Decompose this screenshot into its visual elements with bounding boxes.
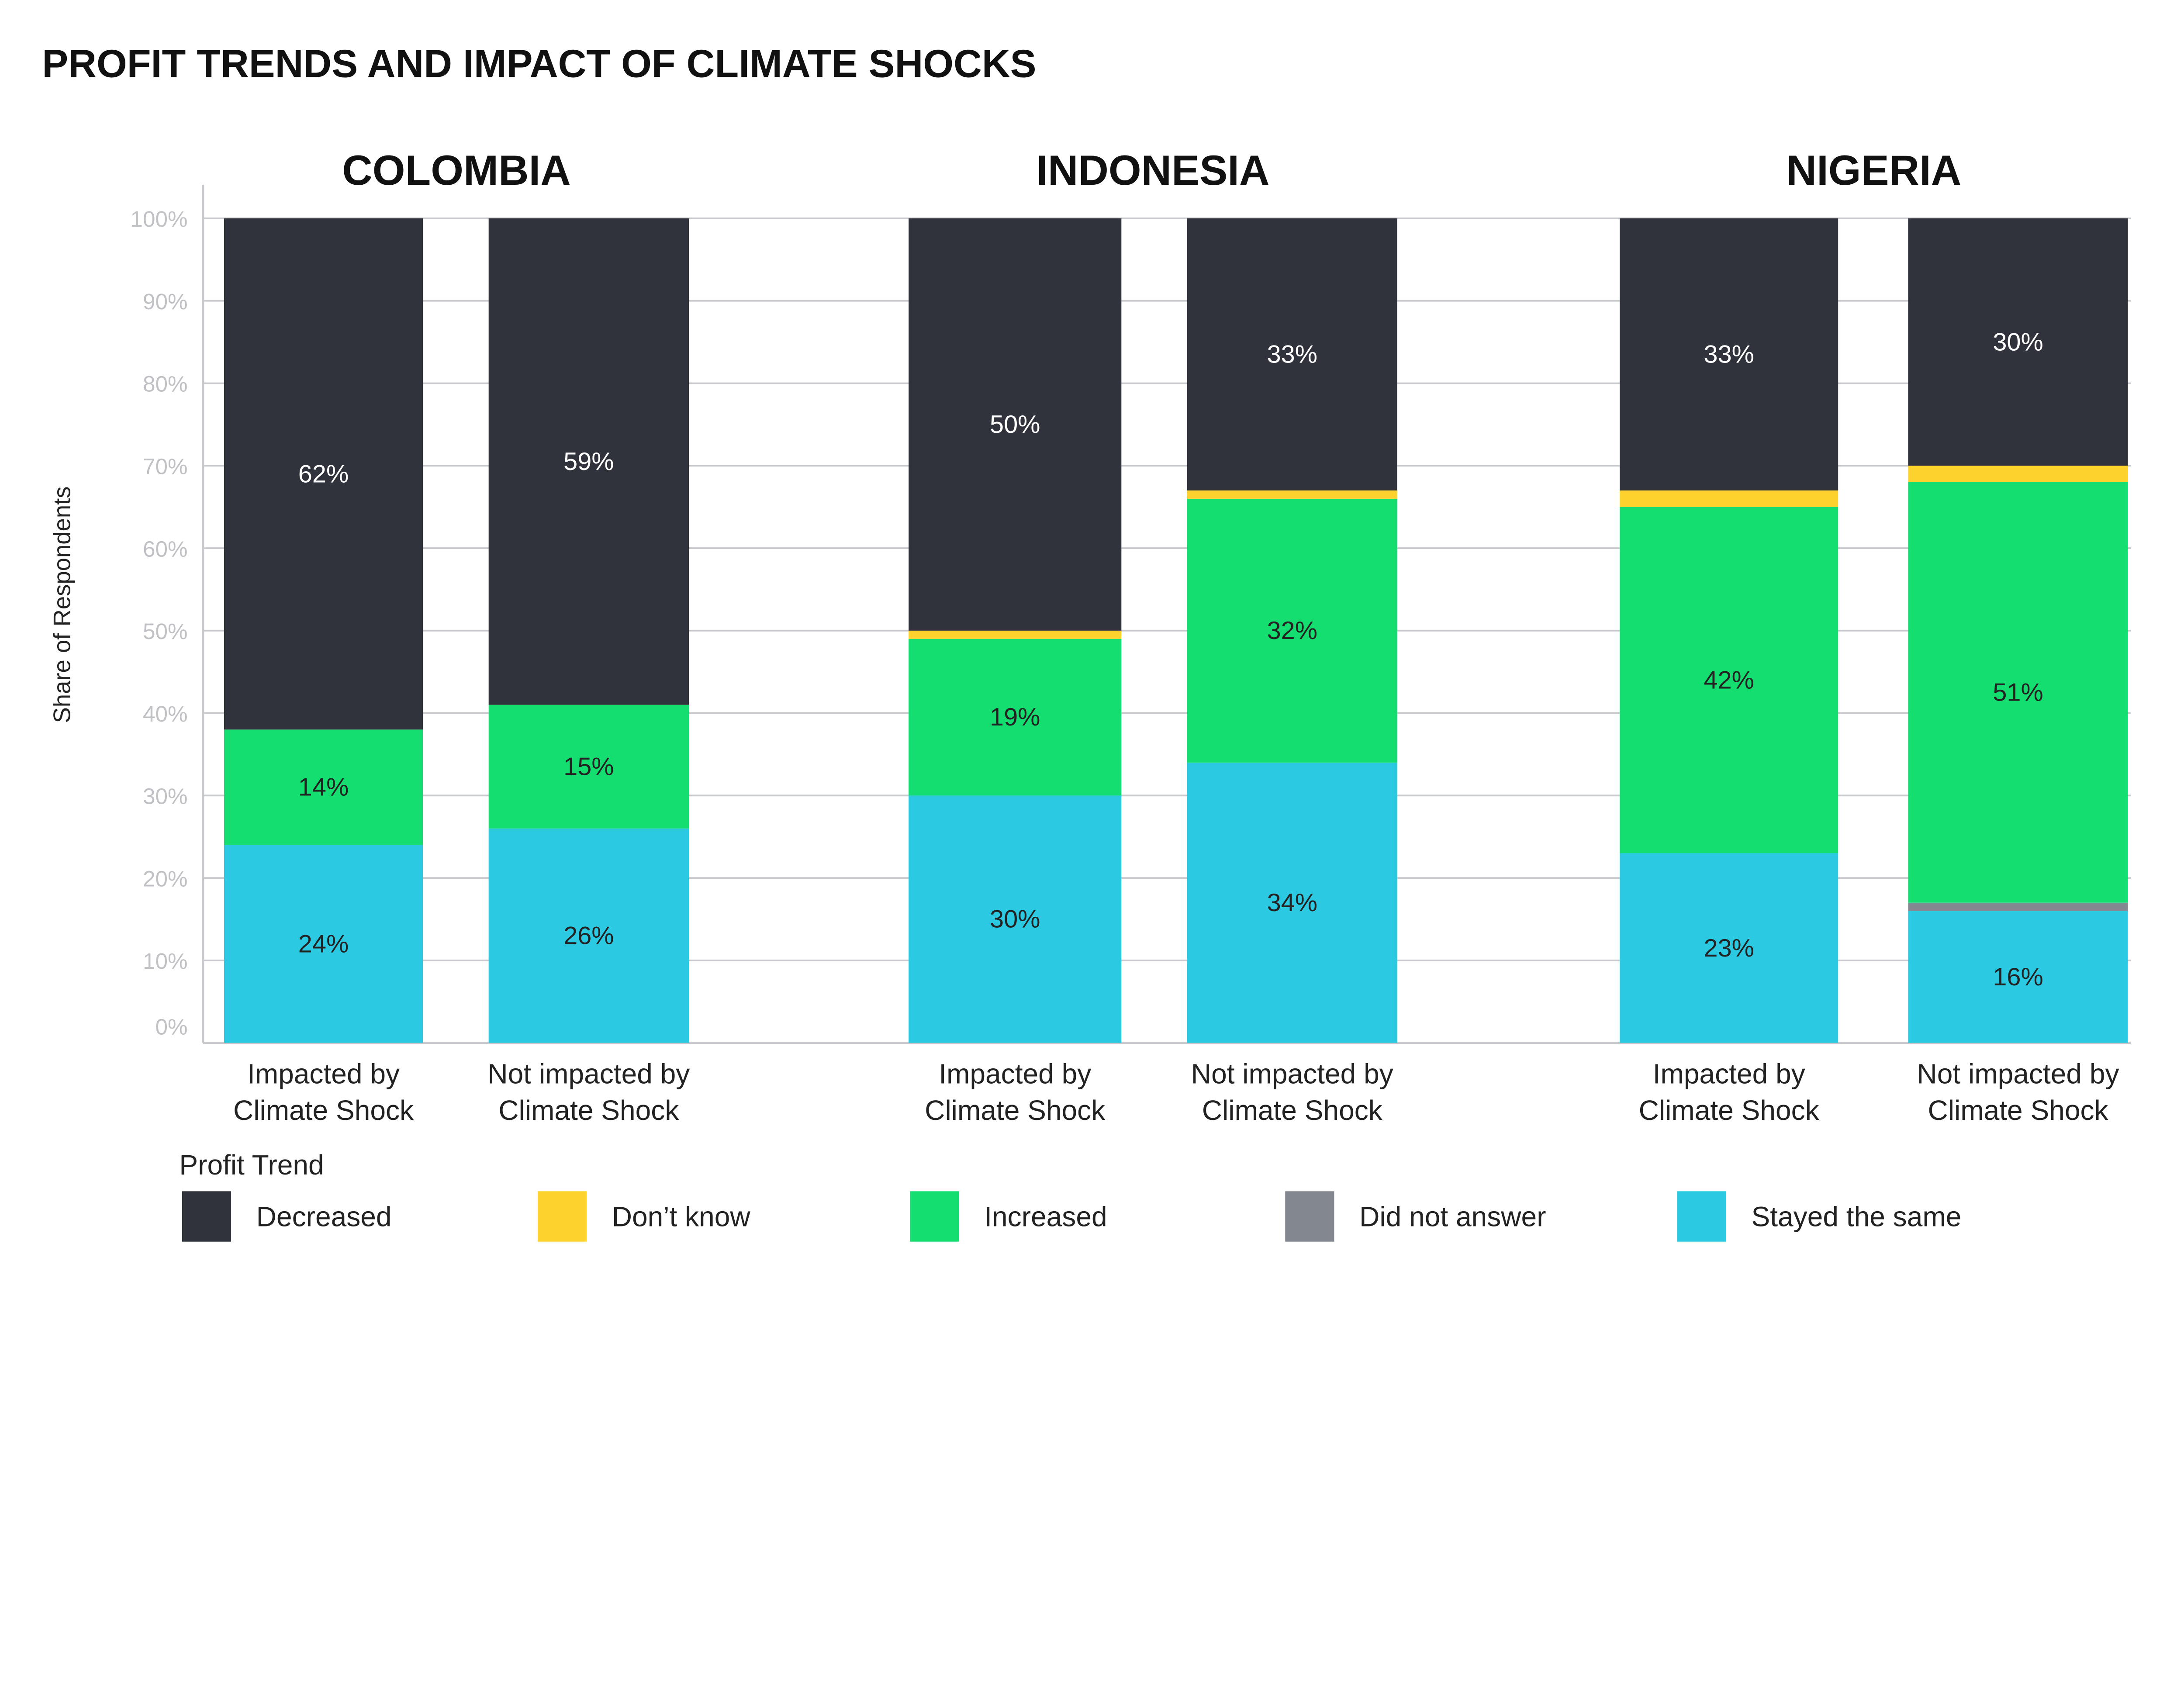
data-label: 14% <box>298 774 349 801</box>
x-category-label: Climate Shock <box>233 1095 414 1126</box>
data-label: 34% <box>1267 889 1317 917</box>
data-label: 24% <box>298 930 349 958</box>
bar-segment-stayed-the-same <box>909 795 1122 1043</box>
bar-segment-stayed-the-same <box>1908 911 2128 1043</box>
x-category-label: Not impacted by <box>1917 1058 2119 1090</box>
x-category-label: Climate Shock <box>1639 1095 1820 1126</box>
bar-segment-decreased <box>224 218 423 730</box>
legend-title: Profit Trend <box>179 1149 324 1181</box>
x-category-label: Climate Shock <box>1928 1095 2108 1126</box>
data-label: 62% <box>298 460 349 488</box>
bar-segment-don-t-know <box>909 630 1122 639</box>
y-tick-label: 70% <box>143 454 188 479</box>
bar-segment-decreased <box>1187 218 1397 490</box>
data-label: 51% <box>1993 679 2043 707</box>
bar-segment-stayed-the-same <box>1620 853 1838 1043</box>
data-label: 59% <box>563 448 614 476</box>
legend-swatch <box>537 1191 587 1242</box>
x-category-label: Impacted by <box>939 1058 1091 1090</box>
bar-segment-increased <box>1187 498 1397 763</box>
bar-segment-increased <box>488 705 689 829</box>
bar-segment-decreased <box>488 218 689 705</box>
y-tick-label: 30% <box>143 784 188 809</box>
data-label: 32% <box>1267 617 1317 645</box>
bar-segment-decreased <box>909 218 1122 631</box>
stacked-bar-chart: PROFIT TRENDS AND IMPACT OF CLIMATE SHOC… <box>42 42 2131 1242</box>
data-label: 33% <box>1704 341 1754 369</box>
x-category-label: Climate Shock <box>498 1095 679 1126</box>
legend: Profit Trend Decreased Don’t know Increased… <box>179 1149 1961 1242</box>
data-label: 26% <box>563 922 614 950</box>
data-label: 42% <box>1704 666 1754 694</box>
bar-segment-increased <box>909 639 1122 796</box>
bar-segment-don-t-know <box>1620 490 1838 507</box>
legend-label: Don’t know <box>612 1201 751 1232</box>
bar-segment-increased <box>224 729 423 845</box>
legend-label: Stayed the same <box>1752 1201 1962 1232</box>
legend-label: Increased <box>984 1201 1107 1232</box>
bar-segment-stayed-the-same <box>224 845 423 1043</box>
data-label: 30% <box>990 905 1040 933</box>
bar-segment-don-t-know <box>1908 466 2128 483</box>
data-label: 23% <box>1704 934 1754 962</box>
chart-title: PROFIT TRENDS AND IMPACT OF CLIMATE SHOC… <box>42 42 1036 86</box>
x-category-label: Impacted by <box>1653 1058 1805 1090</box>
data-label: 50% <box>990 411 1040 439</box>
x-category-label: Not impacted by <box>487 1058 690 1090</box>
bar-segment-decreased <box>1620 218 1838 490</box>
y-axis-label: Share of Respondents <box>48 487 75 723</box>
y-tick-label: 20% <box>143 866 188 891</box>
y-tick-label: 0% <box>156 1014 188 1039</box>
bar-segment-did-not-answer <box>1908 902 2128 911</box>
y-tick-label: 10% <box>143 949 188 974</box>
country-title: INDONESIA <box>1036 147 1269 194</box>
country-title: COLOMBIA <box>342 147 570 194</box>
x-category-label: Climate Shock <box>925 1095 1106 1126</box>
y-tick-label: 50% <box>143 619 188 644</box>
y-tick-label: 100% <box>131 207 188 231</box>
legend-label: Decreased <box>256 1201 392 1232</box>
x-category-label: Not impacted by <box>1191 1058 1393 1090</box>
legend-label: Did not answer <box>1359 1201 1546 1232</box>
y-tick-label: 90% <box>143 289 188 314</box>
bar-segment-stayed-the-same <box>488 828 689 1043</box>
x-category-label: Climate Shock <box>1202 1095 1383 1126</box>
legend-swatch <box>182 1191 231 1242</box>
bar-segment-decreased <box>1908 218 2128 466</box>
legend-swatch <box>1285 1191 1334 1242</box>
country-title: NIGERIA <box>1787 147 1962 194</box>
bar-segment-increased <box>1620 507 1838 853</box>
bar-segment-don-t-know <box>1187 490 1397 499</box>
bar-segment-stayed-the-same <box>1187 762 1397 1043</box>
legend-swatch <box>910 1191 959 1242</box>
bar-segment-increased <box>1908 482 2128 903</box>
y-tick-label: 60% <box>143 536 188 561</box>
x-category-label: Impacted by <box>247 1058 400 1090</box>
data-label: 19% <box>990 703 1040 731</box>
data-label: 30% <box>1993 328 2043 356</box>
legend-swatch <box>1677 1191 1726 1242</box>
y-tick-label: 40% <box>143 701 188 726</box>
bars: COLOMBIA 24% 14% 62% Impacted by Climate Shoc… <box>224 147 2128 1126</box>
data-label: 16% <box>1993 963 2043 991</box>
data-label: 33% <box>1267 341 1317 369</box>
data-label: 15% <box>563 753 614 781</box>
y-tick-label: 80% <box>143 372 188 397</box>
